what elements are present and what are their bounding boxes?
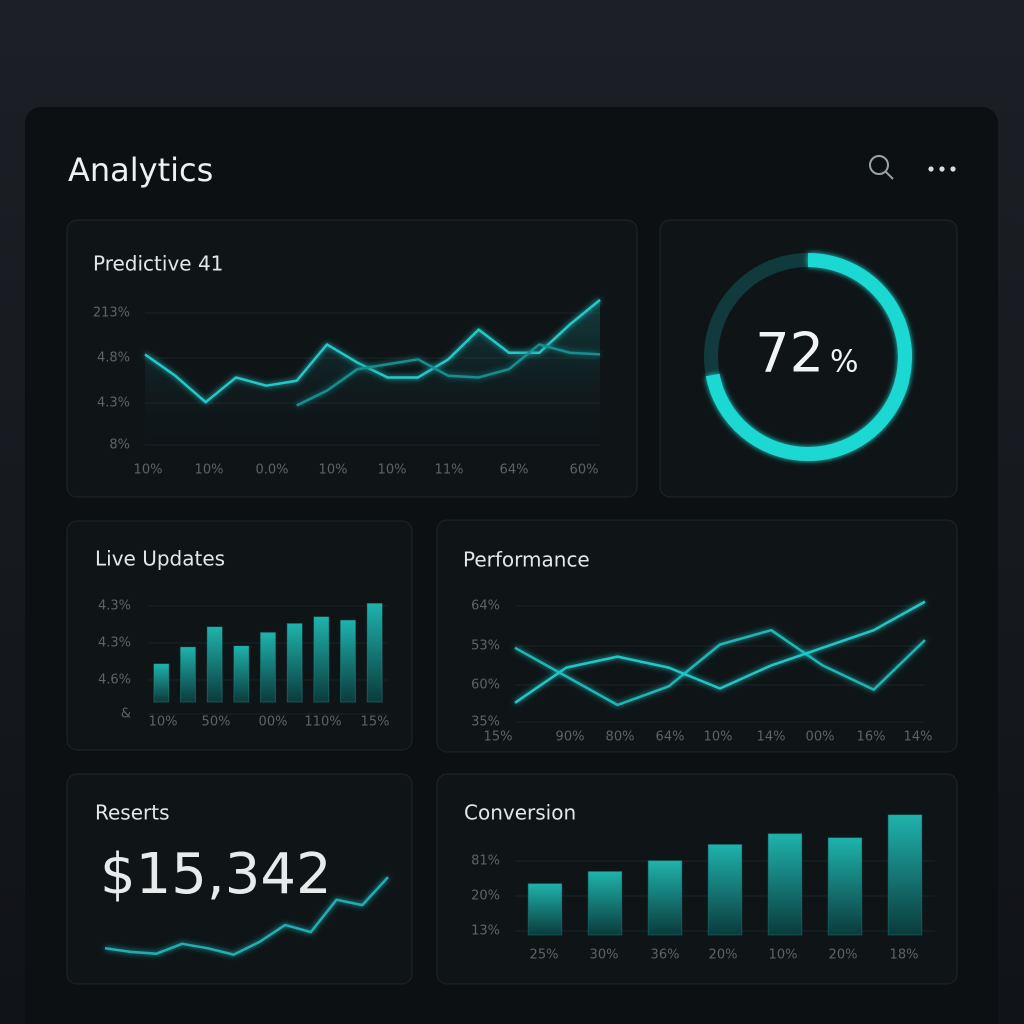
bar <box>286 623 303 703</box>
line <box>514 600 926 704</box>
panel-title: Live Updates <box>95 547 225 571</box>
x-axis-label: 90% <box>556 730 585 745</box>
x-axis-label: 25% <box>530 948 559 963</box>
y-axis-label: 64% <box>471 599 500 614</box>
x-axis-label: 60% <box>570 463 599 478</box>
x-axis-label: 20% <box>829 948 858 963</box>
donut-value: 72 <box>755 322 824 385</box>
x-axis-label: 14% <box>904 730 933 745</box>
x-axis-label: 10% <box>195 463 224 478</box>
line-area <box>145 299 600 455</box>
bar <box>260 632 276 703</box>
x-axis-label: 15% <box>484 730 513 745</box>
y-axis-label: 53% <box>471 639 500 654</box>
bar <box>366 602 383 703</box>
x-axis-label: 10% <box>769 948 798 963</box>
bar <box>340 619 356 703</box>
bar <box>587 871 623 936</box>
bar <box>887 814 923 936</box>
bar <box>180 646 196 703</box>
x-axis-label: 10% <box>319 463 348 478</box>
x-axis-label: 18% <box>890 948 919 963</box>
page-title: Analytics <box>68 151 213 189</box>
panel-title: Predictive 41 <box>93 252 223 276</box>
y-axis-label: 4.3% <box>97 396 130 411</box>
y-axis-label: 213% <box>93 306 130 321</box>
bar <box>767 833 803 936</box>
x-axis-label: 50% <box>202 715 231 730</box>
x-axis-label: 00% <box>259 715 288 730</box>
x-axis-label: 10% <box>134 463 163 478</box>
y-axis-label: 13% <box>471 924 500 939</box>
x-axis-label: 110% <box>304 715 341 730</box>
x-axis-label: 10% <box>378 463 407 478</box>
x-axis-label: 64% <box>656 730 685 745</box>
search-icon[interactable] <box>869 155 894 180</box>
y-axis-label: 20% <box>471 889 500 904</box>
bar <box>233 645 250 703</box>
x-axis-label: 16% <box>857 730 886 745</box>
kpi-value: $15,342 <box>100 842 332 907</box>
performance-panel <box>436 519 958 753</box>
x-axis-label: 80% <box>606 730 635 745</box>
donut-unit: % <box>830 345 859 380</box>
y-axis-label: 4.6% <box>98 673 131 688</box>
bar <box>153 663 170 703</box>
panel-title: Conversion <box>464 801 576 825</box>
x-axis-label: 30% <box>590 948 619 963</box>
y-axis-label: 4.8% <box>97 351 130 366</box>
panel-title: Performance <box>463 548 590 572</box>
y-axis-label: 4.3% <box>98 636 131 651</box>
y-axis-label: 60% <box>471 678 500 693</box>
x-axis-label: 15% <box>361 715 390 730</box>
donut-arc <box>704 253 912 461</box>
bar <box>313 616 330 703</box>
y-axis-label: 8% <box>109 438 130 453</box>
bar <box>206 626 223 703</box>
y-axis-label: 4.3% <box>98 599 131 614</box>
line <box>144 298 601 404</box>
line <box>104 876 389 956</box>
line <box>514 628 926 707</box>
bar <box>827 837 863 936</box>
x-axis-label: 20% <box>709 948 738 963</box>
x-axis-label: 00% <box>806 730 835 745</box>
x-axis-label: 11% <box>435 463 464 478</box>
x-axis-label: 10% <box>149 715 178 730</box>
x-axis-label: 0.0% <box>255 463 288 478</box>
x-axis-label: 14% <box>757 730 786 745</box>
x-axis-label: 36% <box>651 948 680 963</box>
y-axis-label: 81% <box>471 854 500 869</box>
y-axis-label: 35% <box>471 715 500 730</box>
panel-title: Reserts <box>95 801 170 825</box>
more-icon[interactable] <box>928 166 956 172</box>
x-axis-label: 10% <box>704 730 733 745</box>
bar <box>707 844 743 936</box>
bar <box>647 860 683 936</box>
x-axis-label: 64% <box>500 463 529 478</box>
y-axis-label: & <box>121 707 131 722</box>
line <box>296 343 601 407</box>
bar <box>527 883 563 936</box>
reserts-panel <box>66 773 413 985</box>
